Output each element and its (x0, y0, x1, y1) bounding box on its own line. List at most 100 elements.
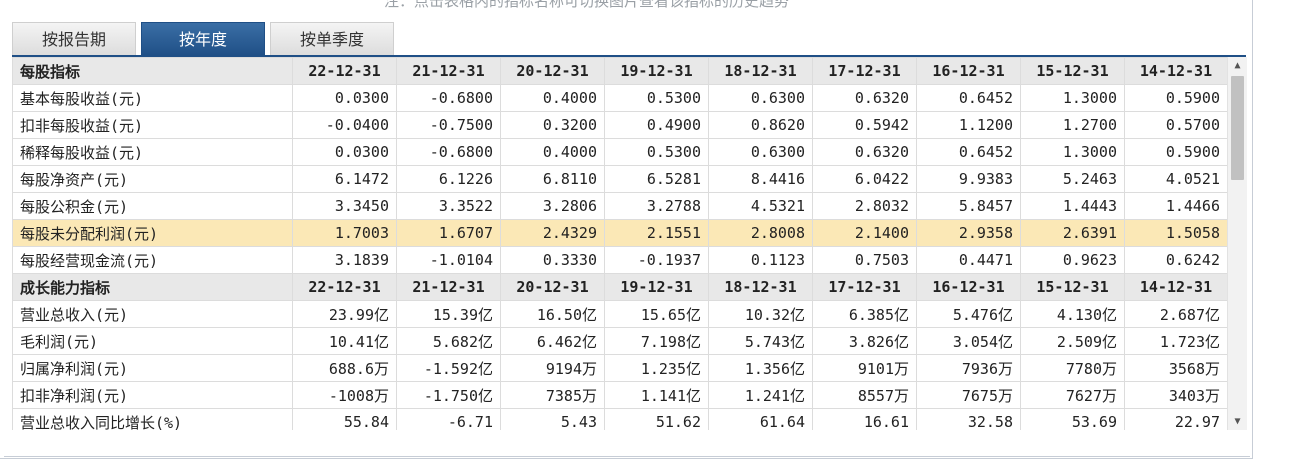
value-cell: 9101万 (812, 354, 917, 382)
indicator-name[interactable]: 每股经营现金流(元) (12, 246, 293, 274)
indicator-name[interactable]: 基本每股收益(元) (12, 84, 293, 112)
section-title: 成长能力指标 (12, 273, 293, 301)
tab-by-quarter[interactable]: 按单季度 (270, 22, 394, 56)
table-row: 每股净资产(元) 6.1472 6.1226 6.8110 6.5281 8.4416 6.… (12, 165, 1227, 193)
period-header: 19-12-31 (604, 57, 709, 85)
value-cell: 0.4471 (916, 246, 1021, 274)
value-cell: 3403万 (1124, 381, 1227, 409)
value-cell: 0.4900 (604, 111, 709, 139)
panel-frame (0, 0, 1253, 459)
value-cell: 3568万 (1124, 354, 1227, 382)
value-cell: 0.9623 (1020, 246, 1125, 274)
value-cell: 2.4329 (500, 219, 605, 247)
value-cell: 9194万 (500, 354, 605, 382)
value-cell: 23.99亿 (292, 300, 397, 328)
period-header: 15-12-31 (1020, 57, 1125, 85)
value-cell: 7385万 (500, 381, 605, 409)
value-cell: 10.32亿 (708, 300, 813, 328)
triangle-up-icon[interactable]: ▲ (1234, 60, 1241, 71)
value-cell: 688.6万 (292, 354, 397, 382)
value-cell: 1.723亿 (1124, 327, 1227, 355)
table-row: 营业总收入(元) 23.99亿 15.39亿 16.50亿 15.65亿 10.32亿 6.… (12, 300, 1227, 328)
value-cell: 2.1400 (812, 219, 917, 247)
value-cell: 0.0300 (292, 84, 397, 112)
value-cell: 0.5300 (604, 84, 709, 112)
table-row: 每股公积金(元) 3.3450 3.3522 3.2806 3.2788 4.5321 2.… (12, 192, 1227, 220)
value-cell: 0.1123 (708, 246, 813, 274)
triangle-down-icon[interactable]: ▼ (1234, 416, 1241, 427)
value-cell: 7627万 (1020, 381, 1125, 409)
value-cell: 55.84 (292, 408, 397, 430)
value-cell: 0.6320 (812, 84, 917, 112)
value-cell: 1.2700 (1020, 111, 1125, 139)
indicator-name[interactable]: 稀释每股收益(元) (12, 138, 293, 166)
indicator-table-viewport: 每股指标 22-12-31 21-12-31 20-12-31 19-12-31 18-1… (12, 57, 1227, 430)
indicator-name[interactable]: 归属净利润(元) (12, 354, 293, 382)
table-row: 扣非净利润(元) -1008万 -1.750亿 7385万 1.141亿 1.241亿 85… (12, 381, 1227, 409)
value-cell: -0.1937 (604, 246, 709, 274)
indicator-table: 每股指标 22-12-31 21-12-31 20-12-31 19-12-31 18-1… (12, 57, 1227, 430)
value-cell: 0.6242 (1124, 246, 1227, 274)
value-cell: 5.743亿 (708, 327, 813, 355)
value-cell: 0.3200 (500, 111, 605, 139)
period-header: 14-12-31 (1124, 57, 1227, 85)
value-cell: 61.64 (708, 408, 813, 430)
value-cell: -0.7500 (396, 111, 501, 139)
indicator-name[interactable]: 毛利润(元) (12, 327, 293, 355)
indicator-name[interactable]: 每股净资产(元) (12, 165, 293, 193)
value-cell: 0.4000 (500, 138, 605, 166)
value-cell: 7.198亿 (604, 327, 709, 355)
value-cell: 1.4443 (1020, 192, 1125, 220)
value-cell: 22.97 (1124, 408, 1227, 430)
indicator-name[interactable]: 每股未分配利润(元) (12, 219, 293, 247)
value-cell: -6.71 (396, 408, 501, 430)
indicator-name[interactable]: 每股公积金(元) (12, 192, 293, 220)
value-cell: 0.6300 (708, 84, 813, 112)
value-cell: 32.58 (916, 408, 1021, 430)
period-header: 16-12-31 (916, 57, 1021, 85)
tab-by-report-period[interactable]: 按报告期 (12, 22, 136, 56)
value-cell: 2.1551 (604, 219, 709, 247)
value-cell: 1.5058 (1124, 219, 1227, 247)
vertical-scrollbar[interactable]: ▲ ▼ (1227, 57, 1247, 430)
period-tabs: 按报告期 按年度 按单季度 (12, 22, 399, 56)
period-header: 20-12-31 (500, 273, 605, 301)
value-cell: 7936万 (916, 354, 1021, 382)
value-cell: 0.6320 (812, 138, 917, 166)
period-header: 15-12-31 (1020, 273, 1125, 301)
value-cell: 16.50亿 (500, 300, 605, 328)
value-cell: 7780万 (1020, 354, 1125, 382)
value-cell: -0.0400 (292, 111, 397, 139)
table-row: 基本每股收益(元) 0.0300 -0.6800 0.4000 0.5300 0.6300… (12, 84, 1227, 112)
value-cell: 2.8032 (812, 192, 917, 220)
value-cell: 8557万 (812, 381, 917, 409)
value-cell: 0.0300 (292, 138, 397, 166)
indicator-name[interactable]: 营业总收入同比增长(%) (12, 408, 293, 430)
value-cell: 1.4466 (1124, 192, 1227, 220)
value-cell: 5.682亿 (396, 327, 501, 355)
period-header: 21-12-31 (396, 57, 501, 85)
value-cell: 8.4416 (708, 165, 813, 193)
value-cell: 3.2806 (500, 192, 605, 220)
tab-by-year[interactable]: 按年度 (141, 22, 265, 56)
value-cell: 4.0521 (1124, 165, 1227, 193)
value-cell: 51.62 (604, 408, 709, 430)
value-cell: 1.356亿 (708, 354, 813, 382)
indicator-name[interactable]: 扣非每股收益(元) (12, 111, 293, 139)
tab-underline (12, 55, 1246, 57)
period-header: 14-12-31 (1124, 273, 1227, 301)
indicator-name[interactable]: 扣非净利润(元) (12, 381, 293, 409)
value-cell: 7675万 (916, 381, 1021, 409)
value-cell: 3.054亿 (916, 327, 1021, 355)
value-cell: 1.241亿 (708, 381, 813, 409)
value-cell: 1.3000 (1020, 84, 1125, 112)
indicator-name[interactable]: 营业总收入(元) (12, 300, 293, 328)
value-cell: 3.3522 (396, 192, 501, 220)
scrollbar-thumb[interactable] (1231, 76, 1244, 180)
period-header: 18-12-31 (708, 57, 813, 85)
period-header: 22-12-31 (292, 273, 397, 301)
value-cell: -1008万 (292, 381, 397, 409)
value-cell: -1.750亿 (396, 381, 501, 409)
value-cell: -0.6800 (396, 84, 501, 112)
value-cell: 0.6300 (708, 138, 813, 166)
